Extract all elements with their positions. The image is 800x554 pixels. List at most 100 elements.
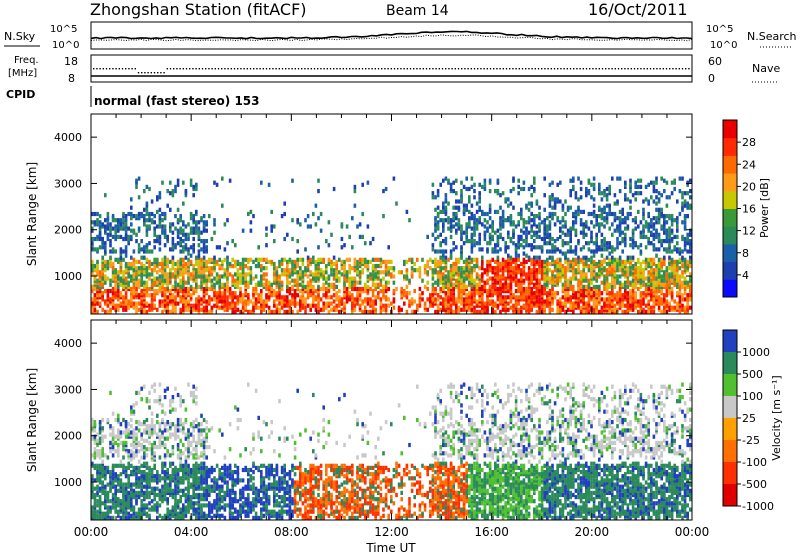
data-cell bbox=[439, 255, 442, 260]
data-cell bbox=[564, 251, 567, 256]
data-cell bbox=[512, 266, 515, 271]
data-cell bbox=[520, 234, 523, 239]
nave-dot bbox=[182, 68, 184, 70]
data-cell bbox=[455, 297, 458, 302]
nave-dot bbox=[176, 68, 178, 70]
data-cell bbox=[668, 272, 671, 277]
data-cell bbox=[585, 284, 588, 289]
data-cell bbox=[598, 293, 601, 298]
data-cell bbox=[436, 226, 440, 231]
data-cell bbox=[106, 266, 110, 271]
data-cell bbox=[111, 274, 115, 279]
data-cell bbox=[98, 282, 102, 287]
data-cell bbox=[507, 245, 510, 250]
data-cell bbox=[616, 241, 619, 246]
data-cell bbox=[585, 241, 588, 246]
data-cell bbox=[270, 209, 273, 214]
data-cell bbox=[109, 515, 112, 520]
data-cell bbox=[462, 297, 466, 302]
data-cell bbox=[605, 303, 609, 308]
data-cell bbox=[150, 293, 154, 298]
data-cell bbox=[202, 249, 206, 254]
data-cell bbox=[473, 216, 476, 221]
data-cell bbox=[449, 224, 453, 229]
data-cell bbox=[514, 224, 518, 229]
data-cell bbox=[457, 199, 461, 204]
data-cell bbox=[135, 266, 138, 271]
data-cell bbox=[483, 236, 487, 242]
data-cell bbox=[174, 295, 177, 300]
data-cell bbox=[145, 286, 149, 292]
data-cell bbox=[358, 270, 362, 275]
data-cell bbox=[514, 257, 518, 262]
data-cell bbox=[514, 295, 518, 300]
data-cell bbox=[559, 257, 562, 262]
data-cell bbox=[273, 224, 276, 229]
data-cell bbox=[104, 249, 107, 254]
nave-dot bbox=[457, 68, 460, 70]
data-cell bbox=[335, 284, 338, 289]
data-cell bbox=[551, 236, 554, 242]
data-cell bbox=[122, 270, 125, 275]
data-cell bbox=[683, 286, 687, 292]
data-cell bbox=[572, 284, 575, 289]
nave-dot bbox=[163, 72, 165, 74]
data-cell bbox=[543, 207, 546, 212]
data-cell bbox=[392, 176, 396, 181]
data-cell bbox=[124, 245, 128, 250]
data-cell bbox=[416, 307, 419, 312]
data-cell bbox=[657, 257, 661, 262]
data-cell bbox=[210, 257, 214, 262]
data-cell bbox=[106, 226, 110, 231]
data-cell bbox=[457, 305, 461, 310]
data-cell bbox=[130, 222, 133, 227]
data-cell bbox=[192, 236, 195, 242]
data-cell bbox=[434, 257, 437, 262]
data-cell bbox=[124, 291, 128, 296]
data-cell bbox=[603, 189, 606, 194]
data-cell bbox=[577, 264, 580, 269]
data-cell bbox=[540, 284, 544, 289]
data-cell bbox=[93, 420, 97, 425]
data-cell bbox=[582, 293, 585, 298]
data-cell bbox=[101, 451, 104, 456]
data-cell bbox=[392, 305, 396, 310]
data-cell bbox=[309, 257, 312, 262]
data-cell bbox=[655, 253, 658, 258]
data-cell bbox=[579, 218, 583, 223]
data-cell bbox=[187, 236, 190, 242]
data-cell bbox=[488, 189, 492, 194]
nave-dot bbox=[320, 68, 322, 70]
data-cell bbox=[338, 303, 341, 308]
data-cell bbox=[96, 301, 99, 306]
data-cell bbox=[449, 234, 453, 239]
data-cell bbox=[553, 274, 557, 279]
data-cell bbox=[306, 280, 310, 285]
nave-dot bbox=[128, 68, 130, 70]
data-cell bbox=[530, 278, 533, 283]
nave-dot bbox=[195, 68, 197, 70]
data-cell bbox=[184, 266, 188, 271]
data-cell bbox=[527, 276, 531, 281]
data-cell bbox=[689, 232, 692, 237]
data-cell bbox=[470, 307, 474, 312]
data-cell bbox=[460, 189, 463, 194]
freq-tick-18: 18 bbox=[64, 55, 78, 68]
data-cell bbox=[122, 211, 125, 217]
data-cell bbox=[104, 434, 107, 439]
data-cell bbox=[291, 293, 294, 298]
data-cell bbox=[600, 222, 604, 227]
data-cell bbox=[683, 226, 687, 231]
data-cell bbox=[275, 266, 279, 271]
data-cell bbox=[241, 293, 245, 298]
data-cell bbox=[613, 193, 617, 198]
data-cell bbox=[483, 182, 487, 187]
data-cell bbox=[647, 211, 650, 217]
data-cell bbox=[551, 255, 554, 260]
data-cell bbox=[465, 207, 468, 212]
data-cell bbox=[91, 434, 94, 439]
data-cell bbox=[236, 259, 240, 264]
colorbar-tick-label: 28 bbox=[742, 136, 756, 149]
data-cell bbox=[387, 297, 390, 302]
data-cell bbox=[473, 230, 476, 235]
